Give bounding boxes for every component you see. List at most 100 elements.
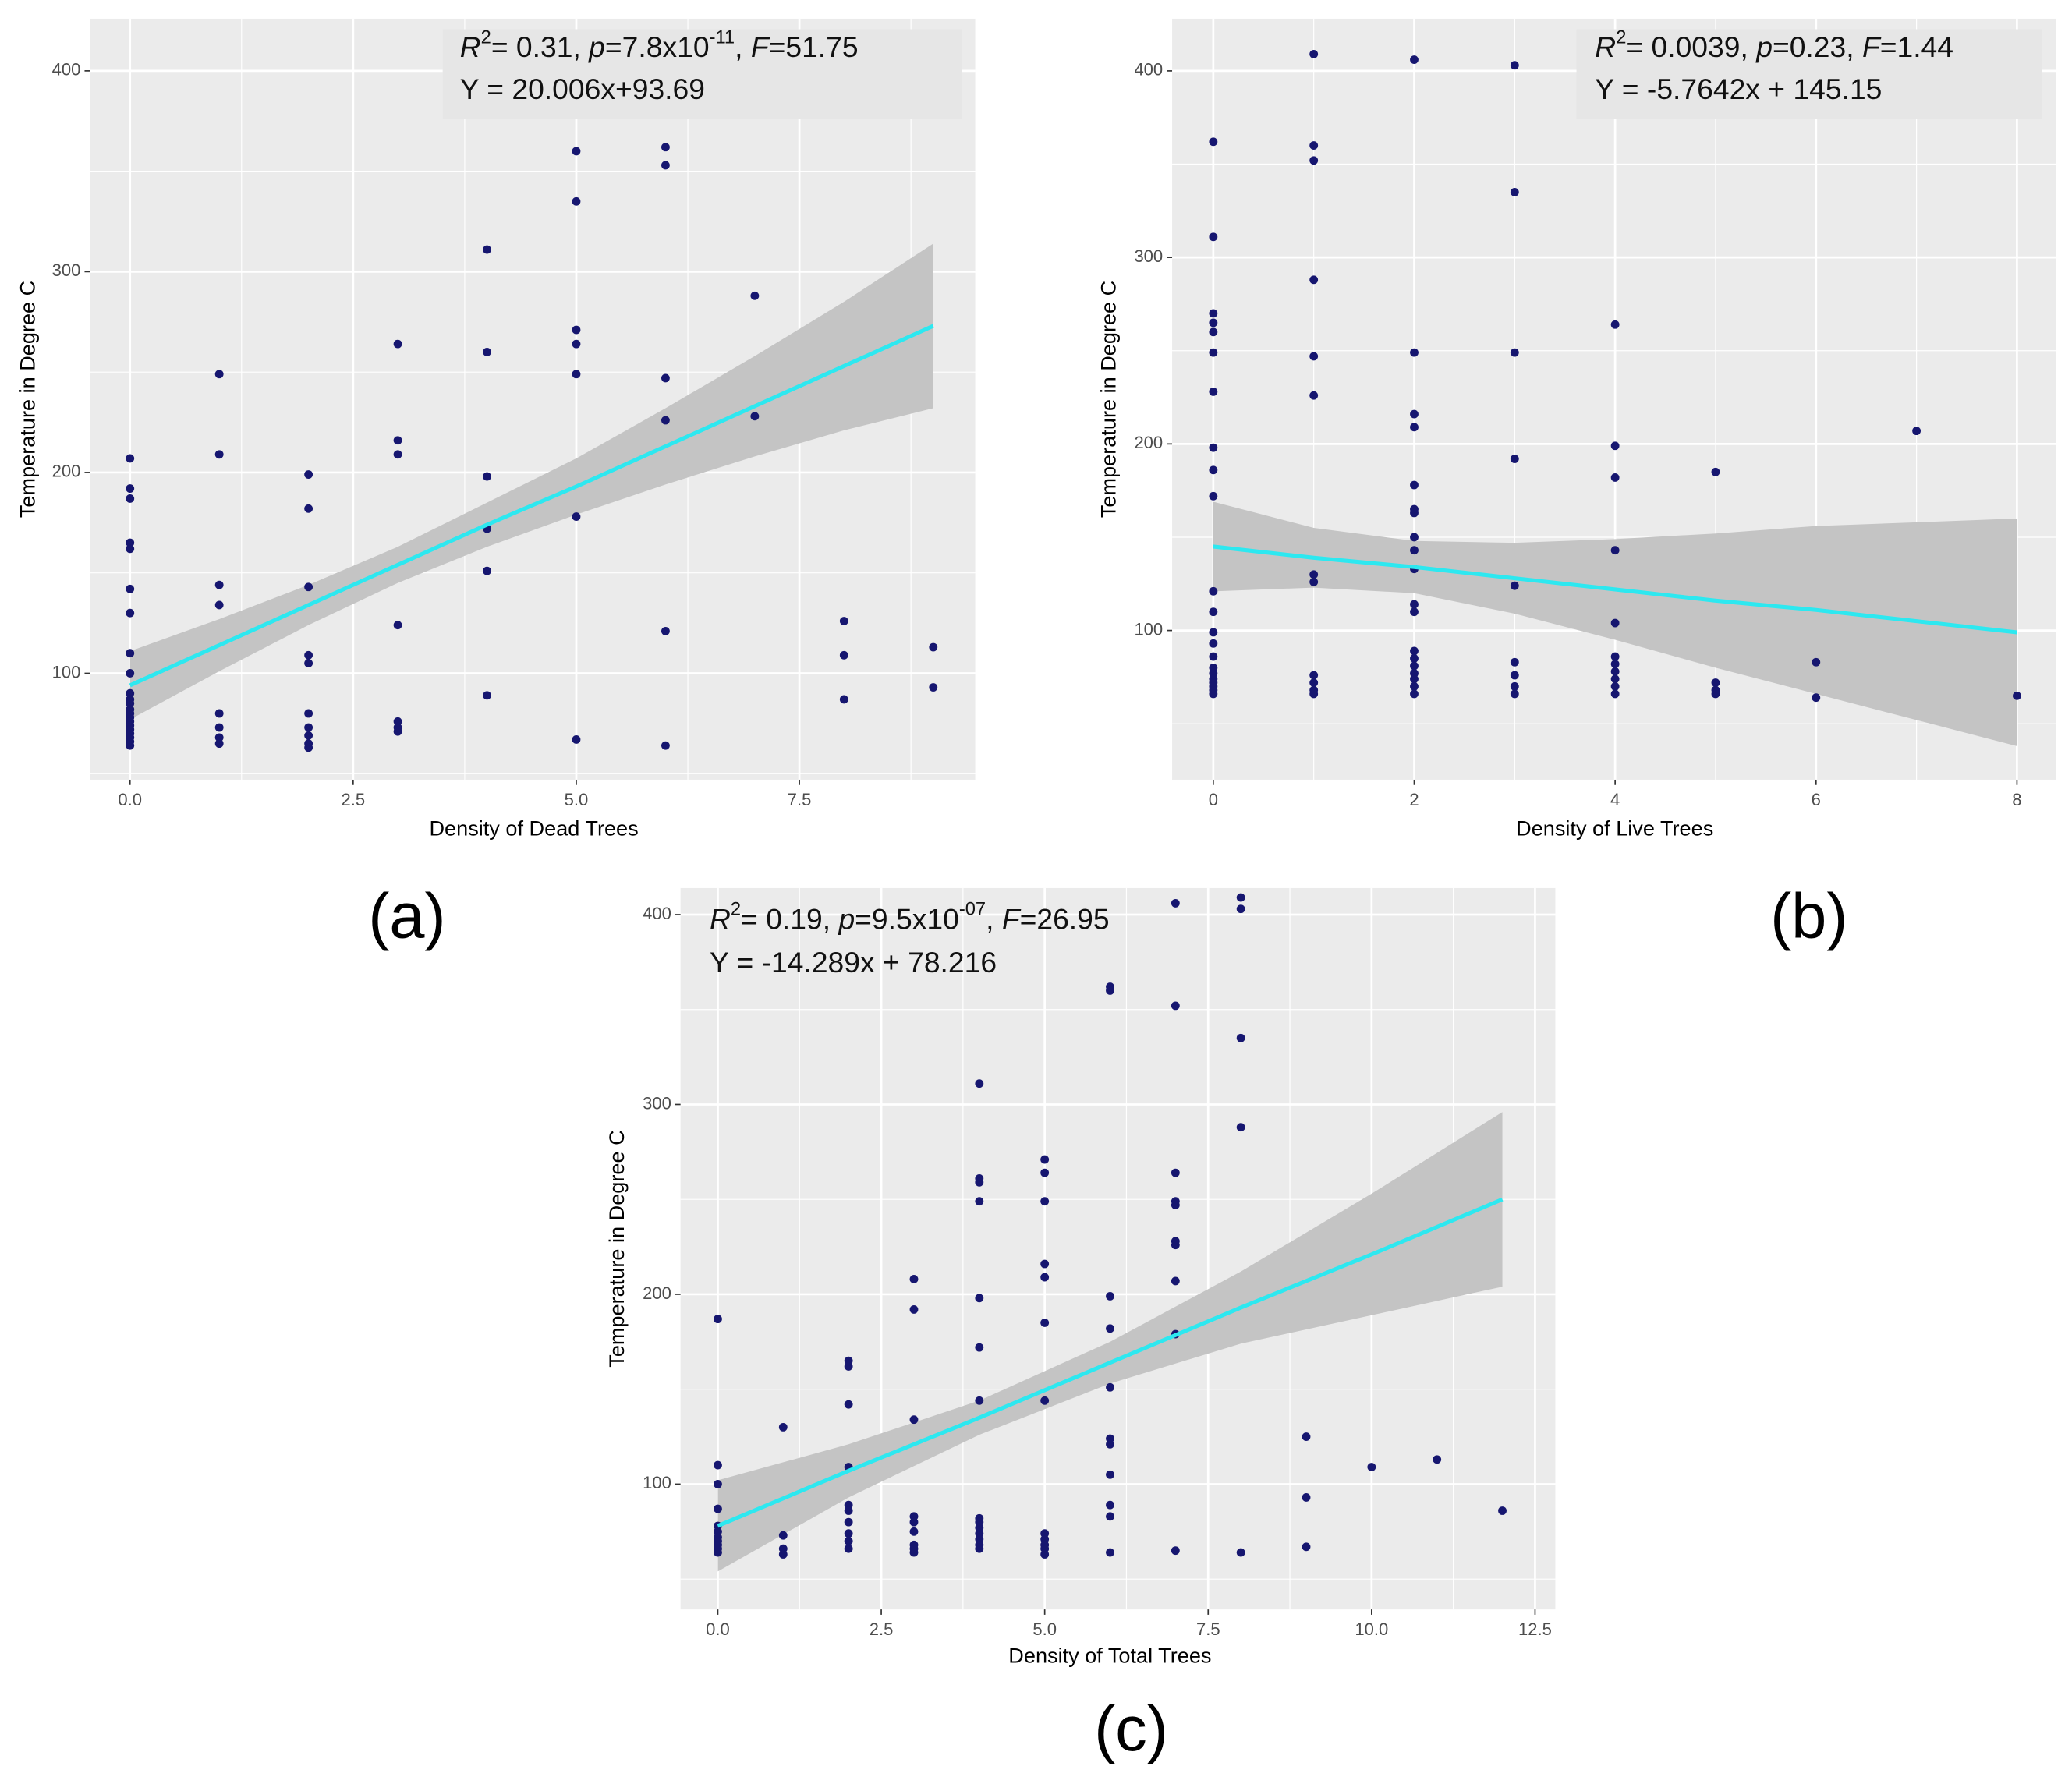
data-point bbox=[304, 659, 313, 668]
stats-part: = 0.31, bbox=[491, 30, 589, 63]
data-point bbox=[839, 695, 848, 704]
data-point bbox=[909, 1415, 919, 1425]
data-point bbox=[304, 709, 313, 718]
data-point bbox=[778, 1422, 788, 1432]
data-point bbox=[909, 1517, 919, 1527]
data-point bbox=[1171, 1241, 1180, 1250]
data-point bbox=[975, 1177, 984, 1187]
data-point bbox=[975, 1294, 984, 1303]
x-tick-label: 5.0 bbox=[565, 790, 589, 809]
data-point bbox=[2013, 691, 2021, 700]
x-tick-label: 2.5 bbox=[342, 790, 366, 809]
data-point bbox=[1106, 1500, 1114, 1510]
data-point bbox=[1106, 1324, 1114, 1333]
data-point bbox=[1209, 491, 1218, 501]
data-point bbox=[929, 642, 938, 652]
data-point bbox=[714, 1504, 722, 1513]
equation-text: Y = 20.006x+93.69 bbox=[460, 73, 705, 105]
data-point bbox=[572, 147, 581, 156]
data-point bbox=[1711, 678, 1720, 687]
stats-part: , bbox=[986, 902, 1002, 935]
stats-part: -07 bbox=[959, 900, 986, 920]
annotation-box bbox=[442, 29, 962, 119]
data-point bbox=[1711, 689, 1720, 699]
data-point bbox=[1410, 689, 1419, 699]
data-point bbox=[714, 1480, 722, 1488]
data-point bbox=[393, 436, 402, 445]
y-tick-label: 300 bbox=[1134, 246, 1163, 266]
x-tick-label: 12.5 bbox=[1518, 1619, 1552, 1639]
data-point bbox=[126, 484, 135, 493]
data-point bbox=[1410, 546, 1419, 555]
stats-part: p bbox=[588, 30, 605, 63]
data-point bbox=[393, 717, 402, 726]
x-tick-label: 0 bbox=[1209, 790, 1218, 809]
data-point bbox=[1510, 187, 1519, 196]
data-point bbox=[1236, 1548, 1245, 1557]
panel-label: (a) bbox=[368, 881, 445, 952]
data-point bbox=[1309, 678, 1319, 687]
data-point bbox=[126, 538, 135, 547]
data-point bbox=[1309, 156, 1319, 165]
data-point bbox=[1309, 352, 1319, 361]
data-point bbox=[1171, 1276, 1180, 1286]
data-point bbox=[1410, 600, 1419, 609]
data-point bbox=[1106, 986, 1114, 995]
y-tick-label: 200 bbox=[643, 1283, 671, 1303]
data-point bbox=[661, 373, 670, 383]
confidence-band bbox=[129, 243, 933, 720]
stats-part: , bbox=[735, 30, 751, 63]
data-point bbox=[1410, 607, 1419, 617]
data-point bbox=[1171, 898, 1180, 908]
data-point bbox=[1209, 586, 1218, 596]
data-point bbox=[1171, 1168, 1180, 1177]
data-point bbox=[1433, 1455, 1442, 1464]
stats-part: =0.23, bbox=[1773, 30, 1862, 63]
data-point bbox=[126, 584, 135, 593]
y-tick-label: 400 bbox=[643, 904, 671, 923]
data-point bbox=[1610, 667, 1620, 676]
data-point bbox=[1209, 607, 1218, 617]
stats-part: 2 bbox=[1616, 28, 1626, 48]
x-tick-label: 5.0 bbox=[1032, 1619, 1057, 1639]
data-point bbox=[1610, 681, 1620, 691]
data-point bbox=[1610, 441, 1620, 451]
data-point bbox=[844, 1362, 853, 1371]
panel-label: (c) bbox=[1094, 1694, 1168, 1765]
data-point bbox=[126, 649, 135, 658]
data-point bbox=[1236, 904, 1245, 914]
y-tick-label: 200 bbox=[1134, 433, 1163, 452]
stats-part: p bbox=[838, 902, 855, 935]
data-point bbox=[1236, 893, 1245, 902]
y-tick-label: 200 bbox=[52, 462, 81, 481]
data-point bbox=[1209, 232, 1218, 242]
data-point bbox=[929, 683, 938, 692]
y-tick-label: 400 bbox=[1134, 60, 1163, 80]
stats-part: R bbox=[460, 30, 481, 63]
data-point bbox=[1040, 1396, 1050, 1405]
data-point bbox=[661, 416, 670, 425]
x-tick-label: 2 bbox=[1409, 790, 1419, 809]
data-point bbox=[975, 1343, 984, 1352]
x-axis-title: Density of Live Trees bbox=[1516, 816, 1713, 841]
data-point bbox=[1410, 654, 1419, 663]
data-point bbox=[1040, 1319, 1050, 1327]
data-point bbox=[844, 1400, 853, 1409]
data-point bbox=[1410, 674, 1419, 684]
data-point bbox=[483, 566, 491, 575]
data-point bbox=[1040, 1273, 1050, 1282]
data-point bbox=[304, 582, 313, 592]
panel-label: (b) bbox=[1770, 881, 1847, 952]
fit-line bbox=[717, 1197, 1504, 1528]
data-point bbox=[1040, 1259, 1050, 1269]
data-point bbox=[483, 348, 491, 356]
x-tick-label: 7.5 bbox=[1196, 1619, 1220, 1639]
data-point bbox=[1309, 141, 1319, 150]
data-point bbox=[909, 1548, 919, 1557]
data-point bbox=[304, 470, 313, 479]
data-point bbox=[1309, 570, 1319, 579]
data-point bbox=[1610, 618, 1620, 628]
data-point bbox=[1610, 674, 1620, 684]
data-point bbox=[844, 1537, 853, 1545]
stats-part: =1.44 bbox=[1880, 30, 1953, 63]
